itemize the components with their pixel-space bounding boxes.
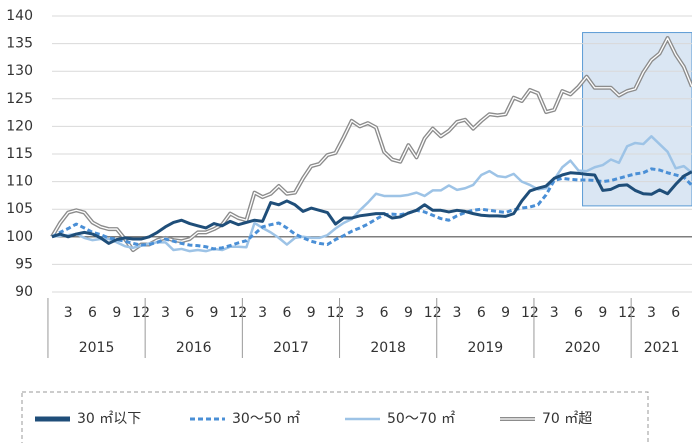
series-line: [51, 167, 692, 251]
series-line: [51, 170, 692, 245]
year-label: 2018: [370, 340, 406, 356]
y-tick-label: 105: [6, 201, 33, 217]
x-tick-label: 3: [550, 305, 559, 321]
x-tick-label: 3: [258, 305, 267, 321]
x-tick-label: 12: [132, 305, 150, 321]
y-tick-label: 135: [6, 36, 33, 52]
y-tick-label: 125: [6, 91, 33, 107]
x-tick-label: 6: [185, 305, 194, 321]
x-tick-label: 9: [404, 305, 413, 321]
year-label: 2021: [644, 340, 680, 356]
x-tick-label: 9: [112, 305, 121, 321]
x-tick-label: 3: [647, 305, 656, 321]
x-tick-label: 6: [477, 305, 486, 321]
year-label: 2019: [468, 340, 504, 356]
x-tick-label: 12: [424, 305, 442, 321]
x-tick-label: 3: [161, 305, 170, 321]
x-tick-label: 9: [307, 305, 316, 321]
x-tick-label: 6: [88, 305, 97, 321]
x-tick-label: 12: [229, 305, 247, 321]
x-tick-label: 6: [574, 305, 583, 321]
x-tick-label: 3: [453, 305, 462, 321]
x-tick-label: 6: [671, 305, 680, 321]
y-tick-label: 100: [6, 229, 33, 245]
legend-label: 50～70 ㎡: [387, 411, 455, 427]
x-tick-label: 9: [501, 305, 510, 321]
x-tick-label: 9: [210, 305, 219, 321]
year-label: 2016: [176, 340, 212, 356]
y-tick-label: 110: [6, 174, 33, 190]
x-tick-label: 6: [380, 305, 389, 321]
legend-label: 30～50 ㎡: [232, 411, 300, 427]
x-tick-label: 12: [327, 305, 345, 321]
year-label: 2017: [273, 340, 309, 356]
y-tick-label: 90: [15, 284, 33, 300]
y-tick-label: 140: [6, 8, 33, 24]
y-tick-label: 115: [6, 146, 33, 162]
x-tick-label: 12: [521, 305, 539, 321]
legend-box: [21, 391, 649, 443]
x-tick-label: 9: [598, 305, 607, 321]
x-tick-label: 3: [64, 305, 73, 321]
x-tick-label: 3: [355, 305, 364, 321]
y-tick-label: 130: [6, 63, 33, 79]
series-line-inner: [51, 37, 692, 251]
year-label: 2020: [565, 340, 601, 356]
legend-label: 30 ㎡以下: [77, 411, 141, 427]
x-tick-label: 12: [618, 305, 636, 321]
year-label: 2015: [79, 340, 115, 356]
x-tick-label: 6: [282, 305, 291, 321]
legend-label: 70 ㎡超: [542, 411, 592, 427]
highlight-area: [582, 32, 692, 207]
y-tick-label: 120: [6, 118, 33, 134]
y-tick-label: 95: [15, 256, 33, 272]
